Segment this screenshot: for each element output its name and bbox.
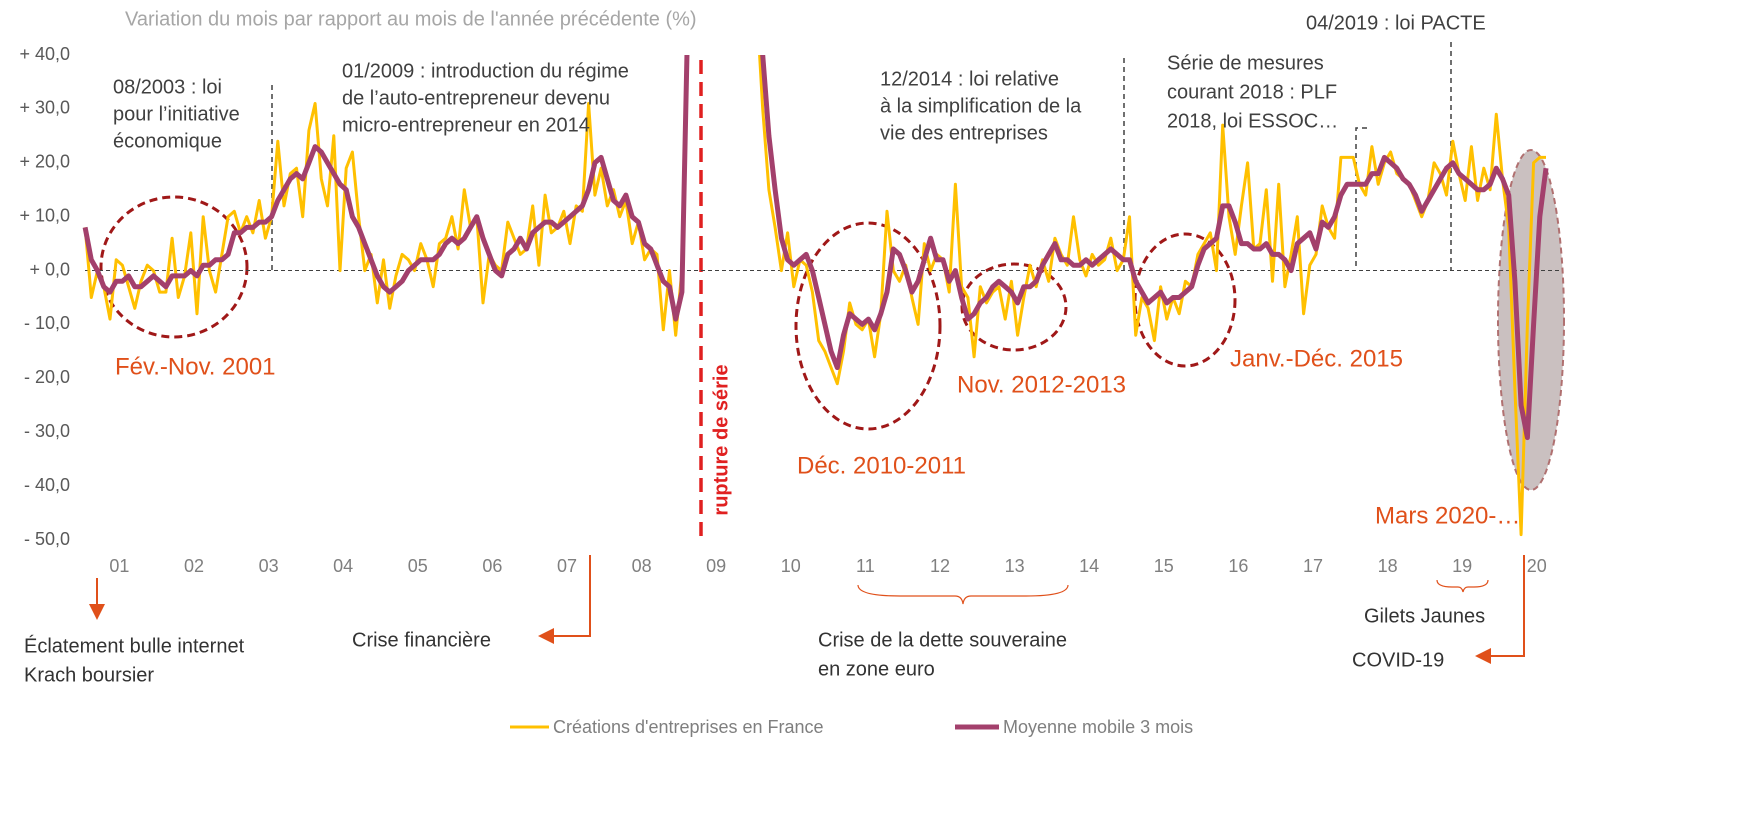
y-tick-label: + 10,0 — [19, 205, 70, 225]
annotation: rupture de série — [710, 364, 732, 515]
x-tick-label: 03 — [259, 556, 279, 576]
x-tick-label: 10 — [781, 556, 801, 576]
annotation: à la simplification de la — [880, 95, 1082, 117]
x-tick-label: 11 — [856, 556, 875, 576]
y-tick-label: - 20,0 — [24, 367, 70, 387]
x-tick-label: 06 — [482, 556, 502, 576]
x-tick-label: 07 — [557, 556, 577, 576]
annotation: Mars 2020-… — [1375, 502, 1520, 529]
legend-label: Moyenne mobile 3 mois — [1003, 717, 1193, 737]
x-tick-label: 17 — [1303, 556, 1323, 576]
y-tick-label: + 20,0 — [19, 152, 70, 172]
series-line — [82, 55, 1549, 441]
annotation: en zone euro — [818, 658, 935, 680]
x-tick-label: 13 — [1005, 556, 1025, 576]
annotation: Crise financière — [352, 629, 491, 651]
annotation: Krach boursier — [24, 664, 154, 686]
annotation: Déc. 2010-2011 — [797, 452, 966, 479]
annotation: 2018, loi ESSOC… — [1167, 110, 1338, 132]
x-tick-label: 04 — [333, 556, 353, 576]
annotation: Janv.-Déc. 2015 — [1230, 345, 1403, 372]
annotation: Gilets Jaunes — [1364, 605, 1485, 627]
y-tick-label: - 10,0 — [24, 313, 70, 333]
y-tick-label: + 0,0 — [29, 259, 70, 279]
x-tick-label: 20 — [1527, 556, 1547, 576]
annotation: 08/2003 : loi — [113, 76, 222, 98]
y-tick-label: + 40,0 — [19, 44, 70, 64]
x-tick-label: 05 — [408, 556, 428, 576]
x-tick-label: 18 — [1378, 556, 1398, 576]
x-tick-label: 08 — [632, 556, 652, 576]
y-axis-label: Variation du mois par rapport au mois de… — [125, 8, 697, 30]
x-tick-label: 15 — [1154, 556, 1174, 576]
x-tick-label: 16 — [1228, 556, 1248, 576]
annotation: COVID-19 — [1352, 649, 1444, 671]
x-tick-label: 01 — [109, 556, 129, 576]
annotation: Fév.-Nov. 2001 — [115, 353, 276, 380]
y-tick-label: - 30,0 — [24, 421, 70, 441]
annotation: 12/2014 : loi relative — [880, 68, 1059, 90]
annotation: Nov. 2012-2013 — [957, 371, 1126, 398]
plot-area — [82, 55, 1549, 537]
annotation: de l’auto-entrepreneur devenu — [342, 87, 610, 109]
x-tick-label: 02 — [184, 556, 204, 576]
x-tick-label: 14 — [1079, 556, 1099, 576]
x-tick-label: 09 — [706, 556, 726, 576]
x-tick-label: 19 — [1452, 556, 1472, 576]
annotation: 01/2009 : introduction du régime — [342, 60, 629, 82]
annotation: Série de mesures — [1167, 52, 1324, 74]
annotation: 04/2019 : loi PACTE — [1306, 12, 1486, 34]
y-tick-label: - 50,0 — [24, 529, 70, 549]
x-tick-label: 12 — [930, 556, 950, 576]
annotation: courant 2018 : PLF — [1167, 81, 1337, 103]
annotation: vie des entreprises — [880, 122, 1048, 144]
annotation: pour l’initiative — [113, 103, 240, 125]
annotation: Éclatement bulle internet — [24, 634, 245, 657]
annotation: économique — [113, 130, 222, 152]
y-tick-label: - 40,0 — [24, 475, 70, 495]
legend-label: Créations d'entreprises en France — [553, 717, 824, 737]
y-tick-label: + 30,0 — [19, 98, 70, 118]
annotation: micro-entrepreneur en 2014 — [342, 114, 590, 136]
annotation: Crise de la dette souveraine — [818, 629, 1067, 651]
